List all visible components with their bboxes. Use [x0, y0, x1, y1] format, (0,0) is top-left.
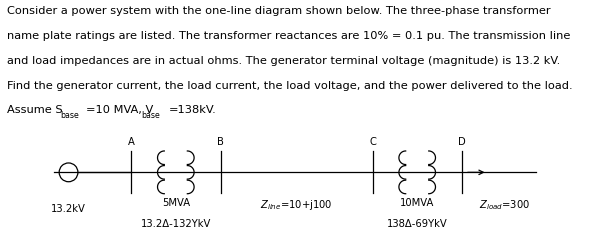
Text: 10MVA: 10MVA: [400, 198, 434, 208]
Text: =138kV.: =138kV.: [169, 105, 216, 115]
Text: 138Δ-69YkV: 138Δ-69YkV: [387, 219, 448, 229]
Text: B: B: [217, 137, 224, 147]
Text: 5MVA: 5MVA: [162, 198, 190, 208]
Text: A: A: [128, 137, 135, 147]
Text: Find the generator current, the load current, the load voltage, and the power de: Find the generator current, the load cur…: [7, 81, 573, 91]
Text: base: base: [60, 111, 79, 120]
Text: $Z_{line}$=10+j100: $Z_{line}$=10+j100: [260, 198, 333, 212]
Text: $Z_{load}$=300: $Z_{load}$=300: [479, 198, 530, 212]
Text: base: base: [141, 111, 160, 120]
Text: =10 MVA, V: =10 MVA, V: [86, 105, 154, 115]
Text: name plate ratings are listed. The transformer reactances are 10% = 0.1 pu. The : name plate ratings are listed. The trans…: [7, 31, 570, 41]
Text: 13.2Δ-132YkV: 13.2Δ-132YkV: [141, 219, 211, 229]
Text: Assume S: Assume S: [7, 105, 63, 115]
Text: D: D: [458, 137, 466, 147]
Text: and load impedances are in actual ohms. The generator terminal voltage (magnitud: and load impedances are in actual ohms. …: [7, 56, 560, 66]
Text: 13.2kV: 13.2kV: [51, 204, 86, 214]
Text: C: C: [369, 137, 376, 147]
Text: Consider a power system with the one-line diagram shown below. The three-phase t: Consider a power system with the one-lin…: [7, 6, 551, 16]
